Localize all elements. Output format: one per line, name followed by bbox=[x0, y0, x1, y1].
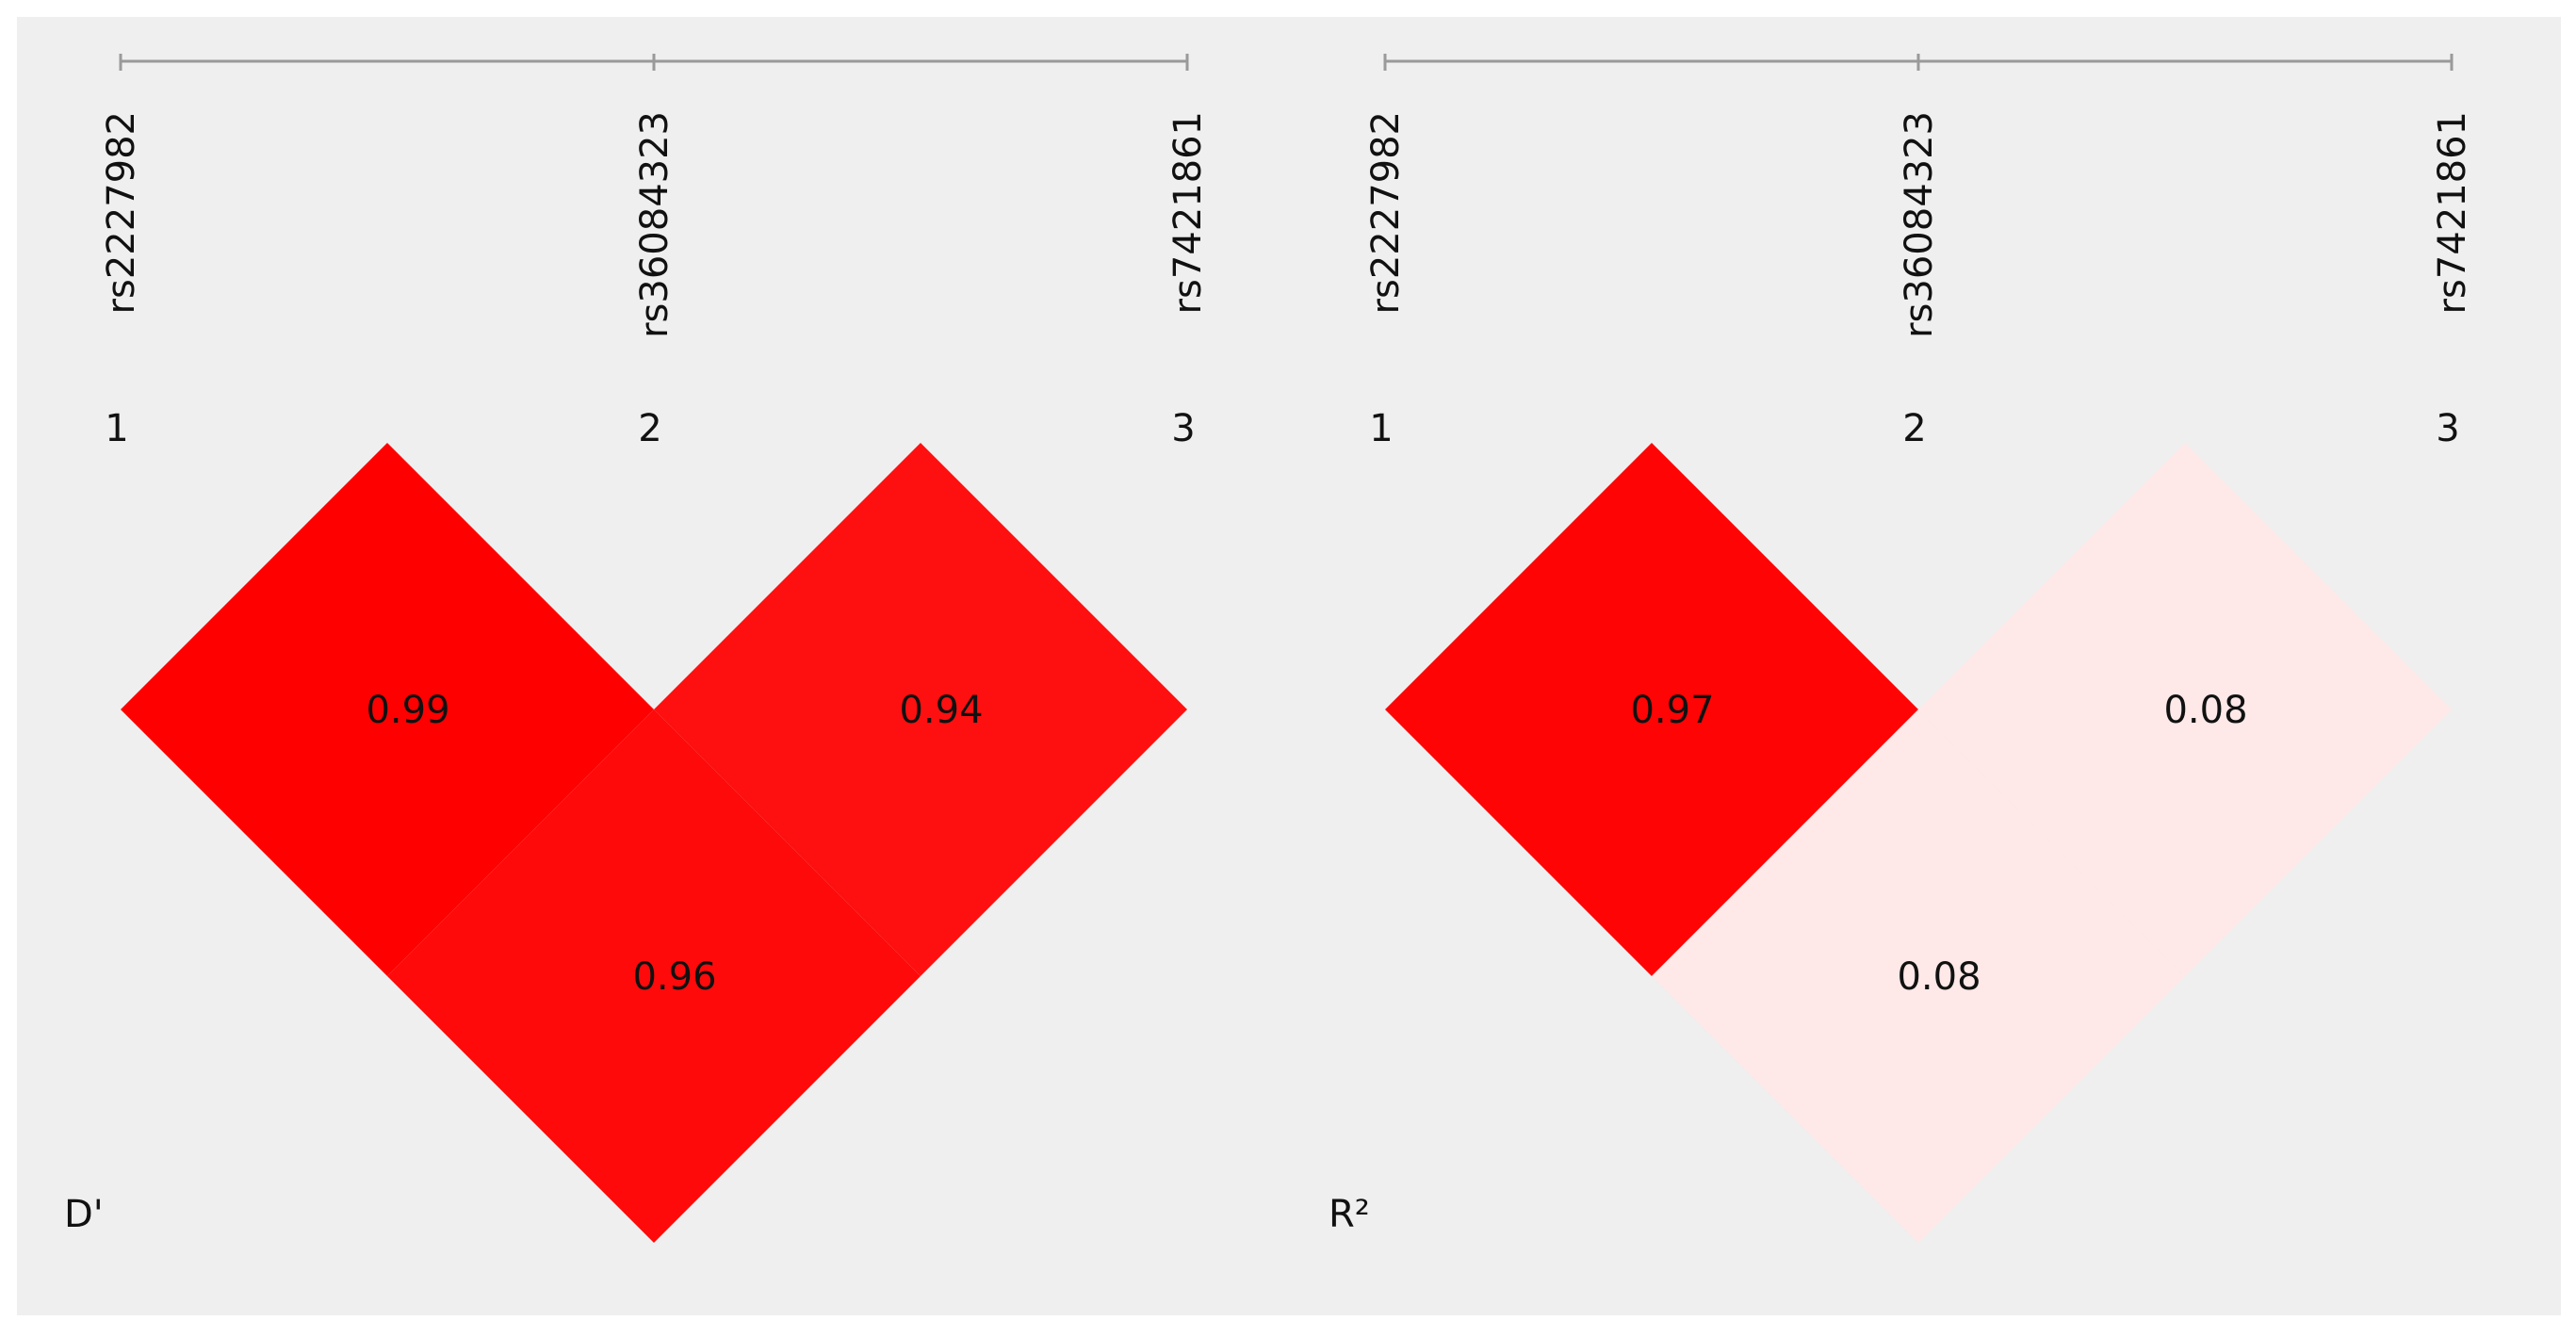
ld-value-label: 0.08 bbox=[2163, 689, 2247, 732]
snp-index-label: 1 bbox=[105, 407, 128, 450]
ld-value-label: 0.08 bbox=[1897, 955, 1981, 999]
ld-value-label: 0.96 bbox=[632, 955, 716, 999]
snp-index-label: 2 bbox=[1902, 407, 1926, 450]
ld-panel-2: rs2227982 1 rs36084323 2 rs7421861 3 0.97 0.08 0… bbox=[1329, 54, 2474, 1243]
snp-index-label: 3 bbox=[2436, 407, 2459, 450]
ld-value-label: 0.97 bbox=[1630, 689, 1714, 732]
snp-name-label: rs7421861 bbox=[2431, 111, 2474, 314]
ld-panel-1: rs2227982 1 rs36084323 2 rs7421861 3 0.99 0.94 0… bbox=[64, 54, 1210, 1243]
statistic-label: D' bbox=[64, 1193, 104, 1236]
snp-name-label: rs2227982 bbox=[100, 111, 143, 314]
snp-name-label: rs7421861 bbox=[1166, 111, 1210, 314]
ld-cell bbox=[387, 709, 921, 1243]
snp-index-label: 1 bbox=[1369, 407, 1393, 450]
snp-name-label: rs36084323 bbox=[1898, 111, 1941, 338]
snp-index-label: 2 bbox=[638, 407, 661, 450]
snp-name-label: rs36084323 bbox=[633, 111, 677, 338]
ld-value-label: 0.94 bbox=[899, 689, 983, 732]
ld-cell bbox=[1652, 709, 2185, 1243]
statistic-label: R² bbox=[1329, 1193, 1370, 1236]
snp-name-label: rs2227982 bbox=[1364, 111, 1408, 314]
ld-panels: rs2227982 1 rs36084323 2 rs7421861 3 0.99 0.94 0… bbox=[64, 54, 2474, 1243]
ld-value-label: 0.99 bbox=[366, 689, 449, 732]
snp-index-label: 3 bbox=[1171, 407, 1195, 450]
